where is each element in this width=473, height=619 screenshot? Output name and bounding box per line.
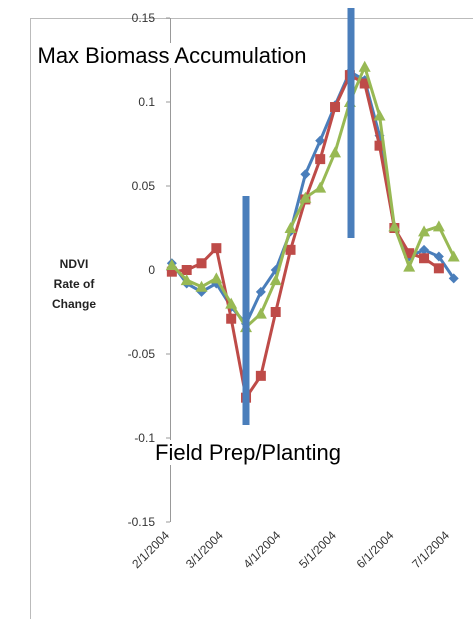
marker <box>448 273 459 284</box>
y-tick-label: 0.1 <box>138 95 155 109</box>
series-line <box>170 62 456 330</box>
y-tick-label: 0.15 <box>132 11 156 25</box>
marker <box>195 280 208 292</box>
x-tick-label: 5/1/2004 <box>296 528 339 571</box>
marker <box>418 225 431 237</box>
marker <box>373 109 386 121</box>
marker <box>314 181 327 193</box>
marker <box>196 258 207 269</box>
marker <box>299 191 312 203</box>
marker <box>254 307 267 319</box>
marker <box>404 248 415 259</box>
x-tick-label: 4/1/2004 <box>240 528 283 571</box>
marker <box>330 102 341 113</box>
marker <box>255 370 266 381</box>
marker <box>374 140 385 151</box>
annotation-background <box>37 43 307 68</box>
marker <box>166 266 177 277</box>
y-tick-label: -0.05 <box>128 347 156 361</box>
marker <box>359 78 370 89</box>
marker <box>388 220 401 232</box>
x-tick-label: 3/1/2004 <box>183 528 226 571</box>
marker <box>419 253 430 264</box>
annotation-background <box>155 440 341 465</box>
marker <box>211 243 222 254</box>
marker <box>180 274 193 286</box>
marker <box>447 250 460 262</box>
y-axis-label: NDVI Rate of Change <box>51 257 96 311</box>
marker <box>255 286 266 297</box>
marker <box>403 260 416 272</box>
marker <box>419 244 430 255</box>
y-tick-label: 0 <box>148 263 155 277</box>
annotation-text: Max Biomass Accumulation <box>38 43 307 68</box>
marker <box>433 263 444 274</box>
marker <box>210 272 223 284</box>
marker <box>300 169 311 180</box>
marker <box>181 265 192 275</box>
y-tick-label: -0.15 <box>128 515 156 529</box>
marker <box>226 313 237 324</box>
marker <box>329 146 342 158</box>
marker <box>358 60 371 72</box>
y-tick-label: 0.05 <box>132 179 156 193</box>
marker <box>285 244 296 255</box>
marker <box>433 251 444 262</box>
x-tick-label: 2/1/2004 <box>129 528 172 571</box>
marker <box>165 258 178 270</box>
marker <box>315 154 326 165</box>
y-tick-label: -0.1 <box>134 431 155 445</box>
marker <box>269 274 282 286</box>
marker <box>284 222 297 233</box>
x-tick-label: 6/1/2004 <box>354 528 397 571</box>
marker <box>315 135 326 146</box>
marker <box>432 220 445 232</box>
annotation-text: Field Prep/Planting <box>155 440 341 465</box>
x-tick-label: 7/1/2004 <box>409 528 452 571</box>
marker <box>270 307 281 317</box>
marker <box>225 297 238 309</box>
